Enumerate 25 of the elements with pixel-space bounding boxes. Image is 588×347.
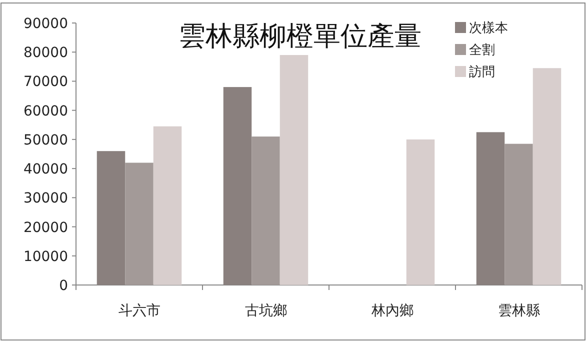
y-tick-label: 40000 [23,162,68,178]
y-tick-label: 10000 [23,248,68,265]
x-tick-label: 古坑鄉 [244,303,287,319]
y-tick-label: 20000 [23,220,68,236]
x-tick-label: 斗六市 [118,303,160,319]
bar [153,126,182,285]
bar [532,68,562,285]
x-tick-label: 雲林縣 [498,303,540,319]
y-tick-label: 90000 [23,16,68,32]
chart-title: 雲林縣柳橙單位產量 [178,21,422,52]
y-tick-label: 60000 [23,103,68,120]
legend-label: 次樣本 [469,21,508,36]
y-tick-label: 80000 [23,45,68,62]
y-tick-label: 0 [59,278,68,294]
y-tick-label: 70000 [23,74,68,90]
bar [504,144,533,285]
x-tick-label: 林內鄉 [370,303,414,319]
bar [252,136,280,285]
y-tick-label: 50000 [23,132,68,148]
legend-label: 訪問 [469,65,495,80]
bar [125,162,154,285]
y-tick-label: 30000 [23,190,68,207]
bar [280,55,308,285]
bar [406,139,435,285]
legend-label: 全割 [469,43,495,58]
